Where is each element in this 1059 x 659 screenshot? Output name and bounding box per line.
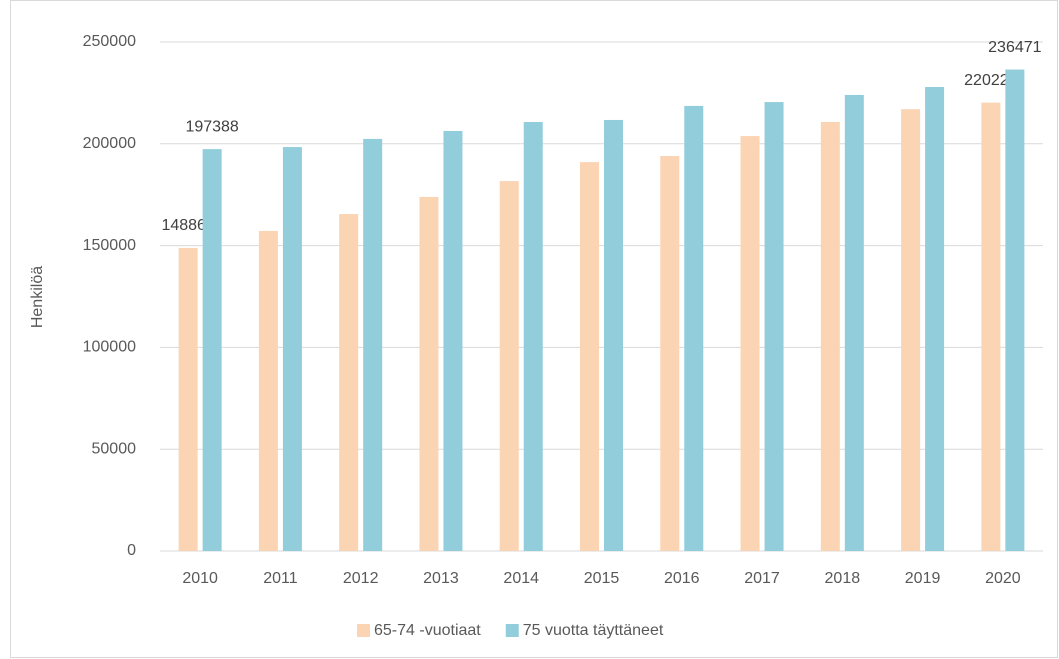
bar bbox=[844, 94, 864, 551]
bar bbox=[443, 130, 463, 551]
y-tick-label: 0 bbox=[127, 542, 136, 559]
bar bbox=[764, 102, 784, 551]
x-tick-label: 2018 bbox=[825, 570, 861, 587]
x-tick-label: 2011 bbox=[263, 570, 298, 587]
bar bbox=[901, 109, 921, 552]
bar bbox=[363, 138, 383, 551]
x-tick-label: 2019 bbox=[905, 570, 941, 587]
y-tick-label: 200000 bbox=[83, 135, 136, 152]
bar bbox=[580, 162, 599, 551]
bar bbox=[282, 147, 302, 551]
bar bbox=[981, 102, 1001, 551]
y-tick-label: 150000 bbox=[83, 237, 136, 254]
bar bbox=[660, 156, 680, 552]
bar bbox=[604, 119, 623, 552]
x-tick-label: 2020 bbox=[985, 570, 1021, 587]
y-tick-label: 50000 bbox=[92, 440, 137, 457]
bar bbox=[499, 181, 519, 551]
data-label: 197388 bbox=[185, 118, 238, 135]
x-tick-label: 2012 bbox=[343, 570, 379, 587]
bar bbox=[258, 230, 278, 551]
bar bbox=[523, 122, 543, 551]
bar bbox=[419, 196, 439, 551]
y-axis-label: Henkilöä bbox=[29, 266, 46, 328]
x-tick-label: 2014 bbox=[503, 570, 539, 587]
bar bbox=[925, 86, 945, 551]
bar bbox=[339, 214, 359, 552]
bar bbox=[202, 149, 222, 551]
x-tick-label: 2010 bbox=[182, 570, 218, 587]
x-tick-label: 2013 bbox=[423, 570, 459, 587]
x-tick-label: 2017 bbox=[744, 570, 780, 587]
bar bbox=[1005, 69, 1025, 551]
x-tick-label: 2016 bbox=[664, 570, 700, 587]
legend-swatch bbox=[505, 624, 519, 637]
x-tick-label: 2015 bbox=[584, 570, 620, 587]
legend-label: 65-74 -vuotiaat bbox=[374, 622, 481, 639]
legend-label: 75 vuotta täyttäneet bbox=[523, 622, 664, 639]
bar bbox=[820, 122, 840, 551]
bar bbox=[178, 247, 198, 552]
data-label: 220223 bbox=[964, 72, 1017, 89]
legend-swatch bbox=[357, 624, 370, 637]
data-label: 148863 bbox=[161, 217, 214, 234]
bar bbox=[684, 105, 704, 552]
data-label: 236471 bbox=[988, 39, 1041, 56]
y-tick-label: 250000 bbox=[83, 33, 136, 50]
y-tick-label: 100000 bbox=[83, 339, 136, 356]
bar bbox=[740, 136, 760, 551]
